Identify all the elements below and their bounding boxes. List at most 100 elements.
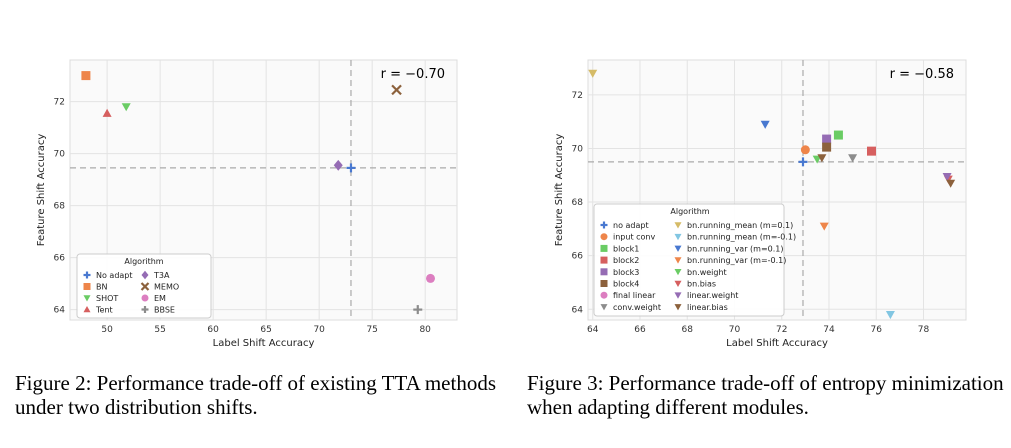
figure-2-caption: Figure 2: Performance trade-off of exist…	[15, 371, 497, 419]
fig2-x-tick-label: 70	[313, 325, 325, 335]
fig3-legend-label-block3: block3	[613, 268, 639, 277]
fig3-legend-label-linear-bias: linear.bias	[687, 303, 728, 312]
fig2-point-t3a	[333, 159, 343, 171]
fig3-y-axis-label: Feature Shift Accuracy	[554, 134, 565, 247]
fig3-legend-marker-conv-weight	[600, 304, 608, 311]
fig3-point-no-adapt	[798, 157, 808, 167]
fig3-point-linear-bias	[946, 179, 956, 188]
fig2-x-tick-label: 50	[101, 325, 113, 335]
fig2-x-tick-label: 60	[207, 325, 219, 335]
fig2-legend-label-t3a: T3A	[153, 271, 170, 280]
fig3-point-block2	[867, 146, 876, 156]
fig2-legend-marker-bbse	[141, 306, 149, 313]
fig3-legend-marker-bn-bias	[674, 280, 682, 287]
fig3-x-tick-label: 72	[776, 325, 787, 335]
fig2-legend-marker-em	[141, 294, 149, 302]
fig3-y-tick-label: 66	[572, 252, 584, 262]
fig2-point-tent	[102, 108, 112, 117]
fig3-legend-marker-no-adapt	[600, 221, 608, 229]
fig3-legend-label-block2: block2	[613, 256, 639, 265]
fig3-point-bn-running-mean-m-0-1	[588, 69, 598, 78]
fig2-y-tick-label: 64	[54, 306, 66, 316]
fig2-legend-marker-memo	[140, 282, 150, 291]
fig2-y-tick-label: 72	[54, 98, 65, 108]
fig3-legend-marker-bn-running-var-m-0-1	[674, 245, 682, 252]
fig2-x-tick-label: 75	[366, 325, 377, 335]
fig3-legend-label-bn-running-mean-m-0-1: bn.running_mean (m=0.1)	[687, 221, 793, 230]
fig2-legend-label-memo: MEMO	[154, 283, 179, 292]
fig3-point-bn-running-mean-m-0-1	[885, 311, 895, 320]
fig3-x-tick-label: 70	[729, 325, 741, 335]
fig3-legend-marker-block1	[600, 244, 608, 252]
fig3-legend-marker-linear-bias	[674, 304, 682, 311]
fig3-legend-label-block1: block1	[613, 244, 639, 253]
fig2-point-em	[425, 273, 435, 283]
fig3-legend-marker-final-linear	[600, 291, 608, 299]
figure-3-caption: Figure 3: Performance trade-off of entro…	[527, 371, 1004, 419]
fig3-x-tick-label: 68	[681, 325, 693, 335]
fig3-legend-marker-input-conv	[600, 233, 608, 241]
fig2-point-bn	[81, 71, 91, 81]
fig2-x-tick-label: 80	[419, 325, 431, 335]
fig2-legend-label-bbse: BBSE	[154, 306, 175, 315]
fig3-legend-label-input-conv: input conv	[613, 233, 655, 242]
fig2-legend-label-tent: Tent	[95, 306, 113, 315]
fig3-point-block3	[822, 134, 832, 144]
fig3-legend-label-block4: block4	[613, 280, 639, 289]
fig3-legend-label-conv-weight: conv.weight	[613, 303, 661, 312]
fig2-x-axis-label: Label Shift Accuracy	[213, 338, 315, 349]
fig2-point-no-adapt	[346, 163, 356, 173]
fig2-y-tick-label: 66	[54, 254, 66, 264]
fig3-x-tick-label: 76	[870, 325, 882, 335]
fig2-correlation-annotation: r = −0.70	[381, 67, 445, 82]
fig3-legend-marker-linear-weight	[674, 292, 682, 299]
fig3-legend-label-bn-running-var-m-0-1: bn.running_var (m=-0.1)	[687, 256, 786, 265]
fig3-legend-label-bn-running-mean-m-0-1: bn.running_mean (m=-0.1)	[687, 233, 796, 242]
fig3-legend-label-no-adapt: no adapt	[613, 221, 649, 230]
fig3-legend-marker-bn-running-mean-m-0-1	[674, 233, 682, 241]
fig3-legend-marker-bn-running-mean-m-0-1	[674, 222, 682, 229]
fig2-y-axis-label: Feature Shift Accuracy	[36, 134, 47, 247]
fig3-point-block4	[822, 142, 832, 152]
fig2-legend-label-bn: BN	[96, 283, 107, 292]
fig3-point-input-conv	[800, 145, 810, 155]
fig3-legend-marker-bn-weight	[674, 269, 682, 276]
fig3-x-tick-label: 66	[634, 325, 646, 335]
fig2-point-memo	[391, 84, 402, 96]
fig3-legend-marker-block4	[600, 280, 608, 287]
fig2-point-shot	[121, 103, 131, 112]
fig2-y-tick-label: 70	[54, 150, 66, 160]
fig2-legend-marker-no-adapt	[83, 271, 91, 279]
fig2-legend-marker-t3a	[141, 270, 149, 280]
fig3-legend-marker-bn-running-var-m-0-1	[674, 257, 682, 264]
fig3-legend-label-final-linear: final linear	[613, 291, 656, 300]
fig2-point-bbse	[413, 305, 423, 315]
fig3-legend-label-bn-running-var-m-0-1: bn.running_var (m=0.1)	[687, 244, 784, 253]
fig3-legend-label-bn-weight: bn.weight	[687, 268, 727, 277]
fig3-x-axis-label: Label Shift Accuracy	[726, 338, 828, 349]
fig2-x-tick-label: 55	[154, 325, 165, 335]
fig2-legend-marker-bn	[83, 283, 91, 290]
fig3-y-tick-label: 72	[572, 91, 583, 101]
fig3-point-conv-weight	[848, 154, 858, 163]
fig3-legend-label-linear-weight: linear.weight	[687, 291, 738, 300]
fig3-point	[817, 154, 827, 163]
fig3-legend-marker-block2	[600, 256, 608, 264]
fig3-correlation-annotation: r = −0.58	[890, 67, 954, 82]
fig3-x-tick-label: 78	[918, 325, 930, 335]
fig3-y-tick-label: 68	[572, 198, 584, 208]
fig3-legend-box	[593, 203, 785, 317]
fig3-point-bn-running-var-m-0-1	[760, 120, 770, 129]
fig2-y-tick-label: 68	[54, 202, 66, 212]
fig3-point-block1	[833, 130, 843, 140]
fig3-x-tick-label: 74	[823, 325, 835, 335]
fig3-legend-label-bn-bias: bn.bias	[687, 280, 716, 289]
fig2-legend-label-shot: SHOT	[96, 294, 118, 303]
figure-3-chart: 64 66 68 70 72 74 76 78 64 66 68 70 72 Label Shift Ac…	[554, 59, 967, 349]
fig3-y-tick-label: 64	[572, 305, 584, 315]
fig2-legend-marker-shot	[83, 295, 91, 302]
fig3-legend-marker-block3	[600, 268, 608, 276]
fig3-y-tick-label: 70	[572, 144, 584, 154]
fig3-x-tick-label: 64	[587, 325, 599, 335]
fig2-legend-title: Algorithm	[124, 257, 163, 266]
